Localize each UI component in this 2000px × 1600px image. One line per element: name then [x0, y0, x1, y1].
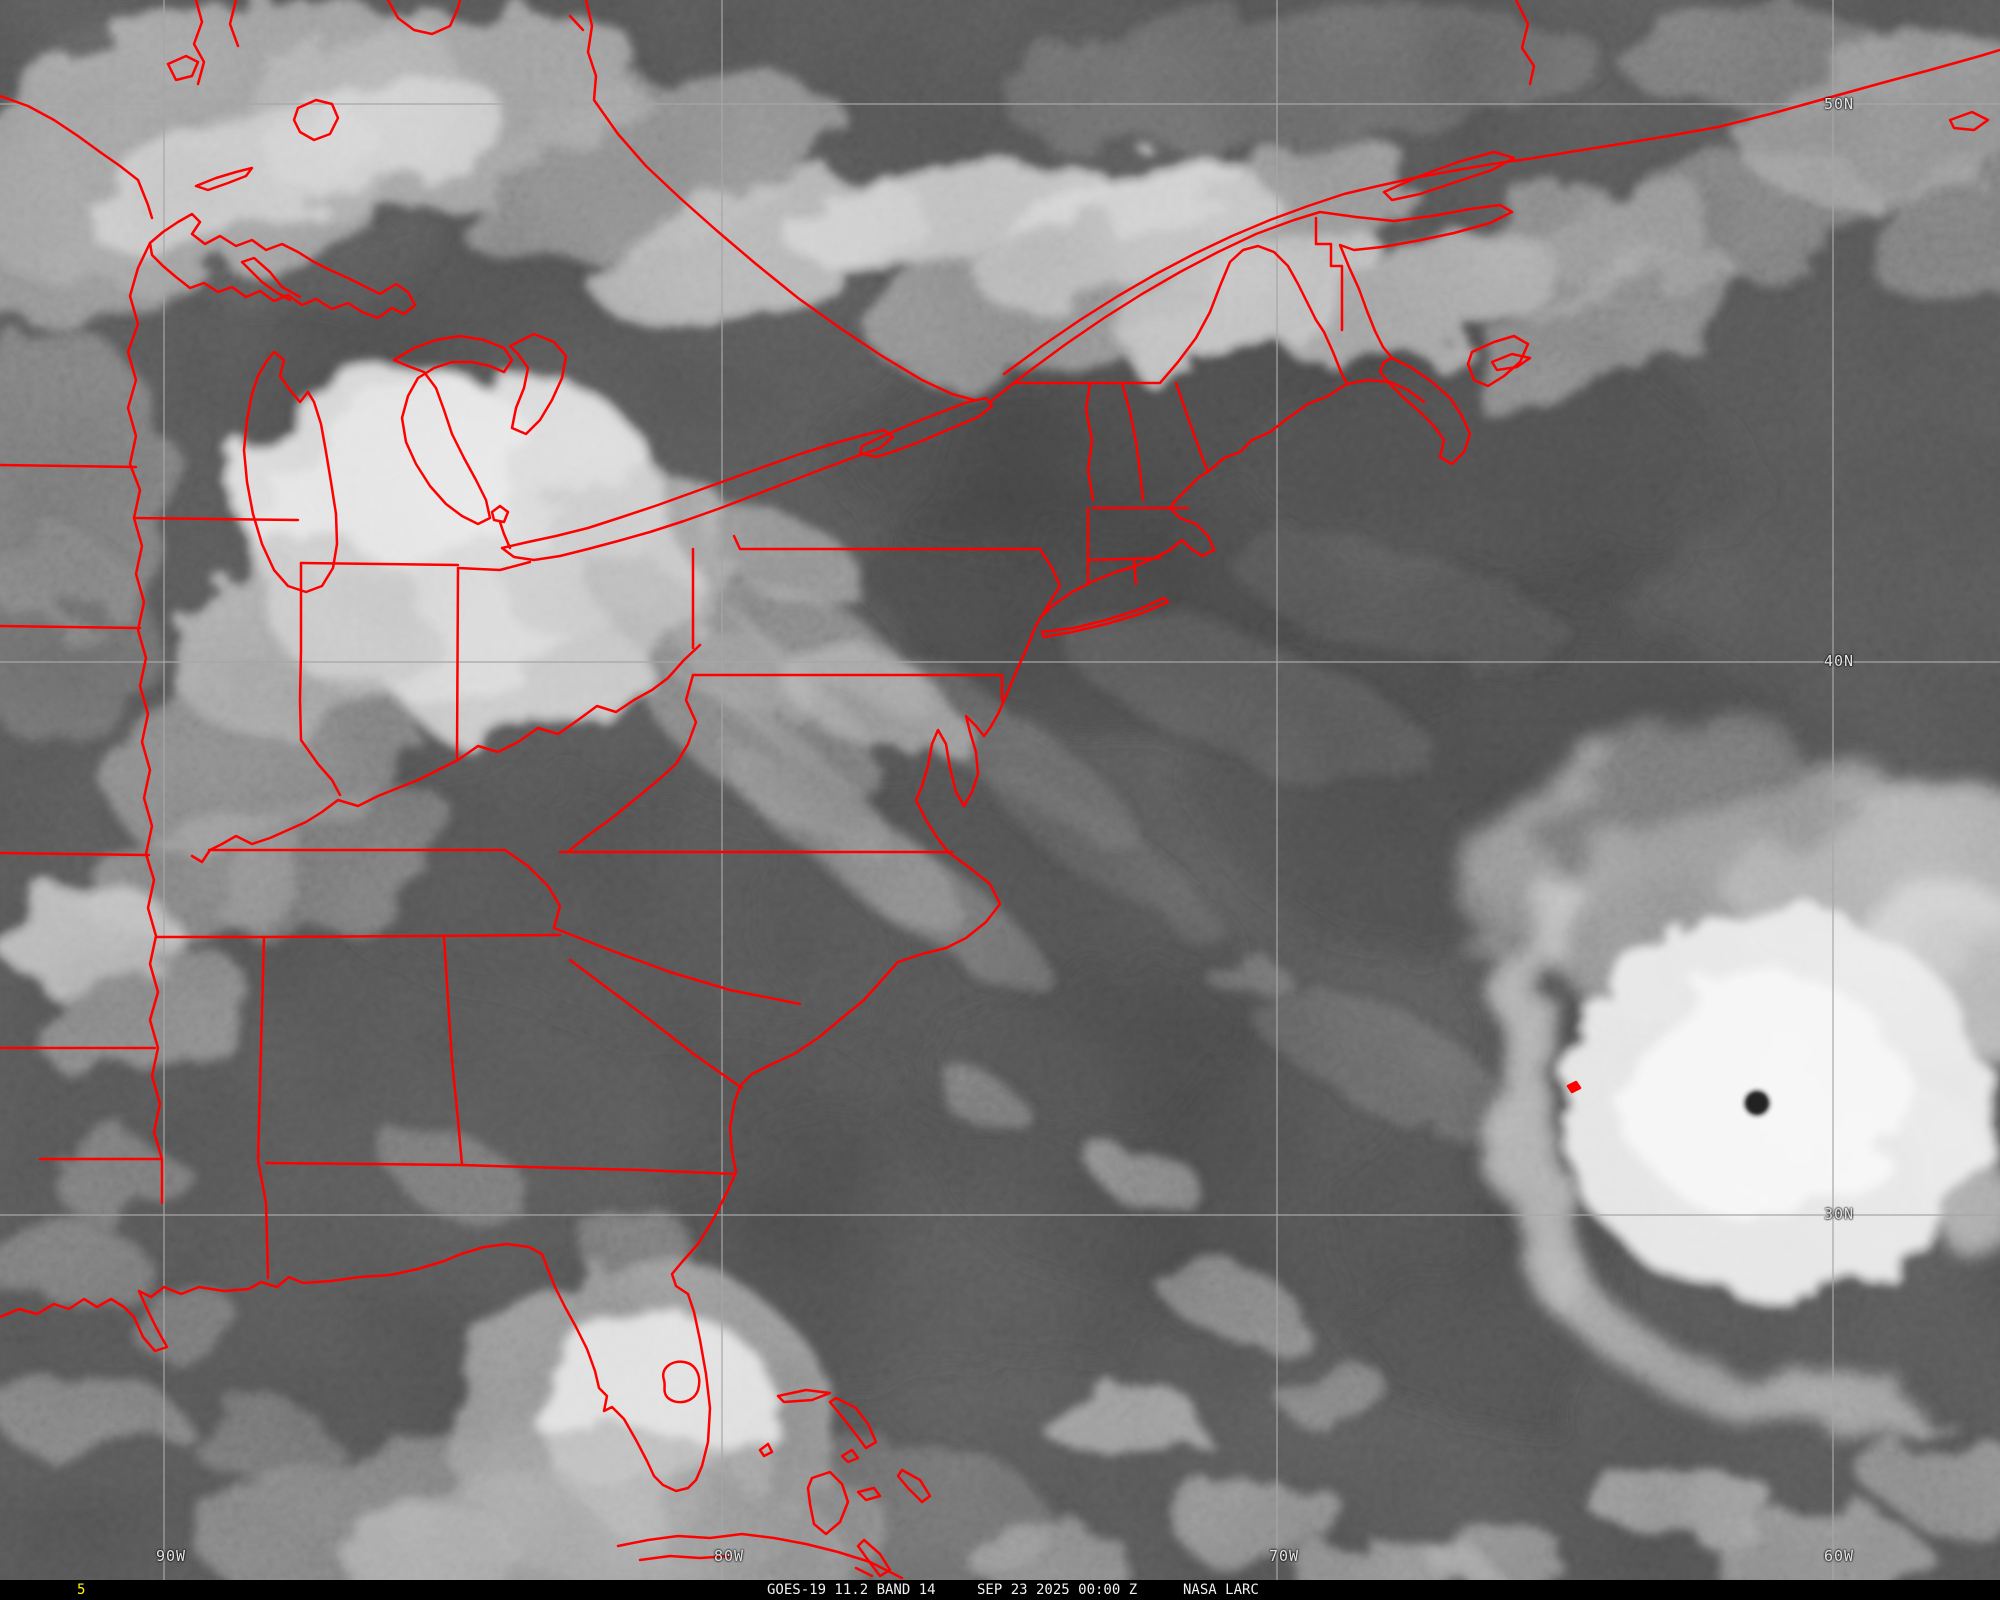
anticosti-island: [1382, 150, 1516, 202]
lake-okeechobee: [661, 1360, 701, 1404]
new-providence: [856, 1486, 882, 1502]
st-lawrence-north-bank: [1002, 48, 2000, 376]
eleuthera: [896, 1468, 932, 1504]
northcarolina-southcarolina-border: [552, 926, 802, 1006]
indiana-ohio-border: [455, 566, 460, 760]
long-island: [1040, 596, 1170, 639]
lake-st-clair: [490, 504, 512, 550]
andros-island: [806, 1470, 850, 1536]
georgia-southcarolina-border: [568, 958, 744, 1090]
new-brunswick-fundy-coast: [1345, 378, 1426, 404]
lon-label-60w: 60W: [1823, 1547, 1855, 1565]
grand-bahama: [776, 1388, 832, 1404]
bermuda: [1566, 1080, 1582, 1094]
east-gulf-coastline: [0, 383, 1347, 1493]
indiana-michigan-border: [299, 560, 532, 572]
georgian-bay: [508, 332, 568, 436]
isle-royale: [194, 166, 254, 192]
lon-label-70w: 70W: [1268, 1547, 1300, 1565]
missouri-arkansas-border: [0, 851, 151, 857]
mississippi-river: [126, 241, 164, 1161]
datetime-label: SEP 23 2025 00:00 Z: [977, 1582, 1138, 1598]
abaco-island: [828, 1396, 878, 1450]
tennessee-south-border: [262, 933, 562, 939]
us-canada-border-ne: [1011, 244, 1349, 386]
lat-label-50n: 50N: [1823, 95, 1855, 113]
ontario-border-fork: [568, 14, 585, 32]
newyork-pennsylvania-border: [732, 534, 1062, 618]
quebec-labrador-border: [1514, 0, 1536, 86]
appalachian-borders: [503, 848, 562, 930]
ottawa-river-border: [584, 0, 976, 402]
illinois-indiana-border: [298, 561, 342, 797]
ohio-river: [190, 643, 702, 864]
newyork-vermont-border: [1084, 381, 1095, 502]
wisconsin-illinois-border: [132, 516, 300, 522]
alabama-georgia-border: [442, 935, 464, 1167]
vermont-newhampshire-border: [1120, 381, 1145, 502]
lake-michigan: [242, 350, 339, 594]
labrador-island: [1948, 110, 1990, 132]
iowa-missouri-border: [0, 624, 142, 630]
cuba-north-coast: [616, 1532, 904, 1580]
berry-islands: [840, 1448, 860, 1464]
james-bay: [386, 0, 462, 36]
lat-label-30n: 30N: [1823, 1205, 1855, 1223]
lake-nipigon: [292, 98, 340, 142]
prince-edward-island: [1490, 352, 1532, 372]
exuma-cays: [856, 1538, 892, 1578]
minnesota-ontario-border: [0, 94, 154, 220]
mason-dixon-line: [691, 673, 1004, 702]
lake-huron: [392, 334, 514, 526]
newhampshire-maine-border: [1174, 381, 1210, 474]
lake-erie: [500, 428, 895, 562]
nova-scotia: [1378, 356, 1472, 466]
quebec-nb-border: [1314, 216, 1344, 332]
lon-label-80w: 80W: [713, 1547, 745, 1565]
bimini: [758, 1442, 774, 1458]
iowa-minnesota-border: [0, 463, 138, 469]
massachusetts-borders: [1086, 506, 1190, 586]
frame-number: 5: [77, 1582, 86, 1598]
westvirginia-virginia-border: [568, 673, 698, 852]
lake-superior: [148, 212, 417, 320]
st-lawrence-south-bank: [988, 203, 1514, 404]
status-bar: 5 GOES-19 11.2 BAND 14 SEP 23 2025 00:00…: [0, 1580, 2000, 1600]
florida-north-border: [264, 1161, 737, 1176]
mississippi-alabama-border: [256, 935, 270, 1280]
louisiana-mississippi-border: [38, 1157, 164, 1205]
lon-label-90w: 90W: [155, 1547, 187, 1565]
lake-ontario: [858, 396, 994, 459]
product-label: GOES-19 11.2 BAND 14: [767, 1582, 936, 1598]
keweenaw-peninsula: [240, 256, 302, 302]
top-left-rivers: [166, 0, 240, 86]
credit-label: NASA LARC: [1183, 1582, 1259, 1598]
lat-label-40n: 40N: [1823, 652, 1855, 670]
